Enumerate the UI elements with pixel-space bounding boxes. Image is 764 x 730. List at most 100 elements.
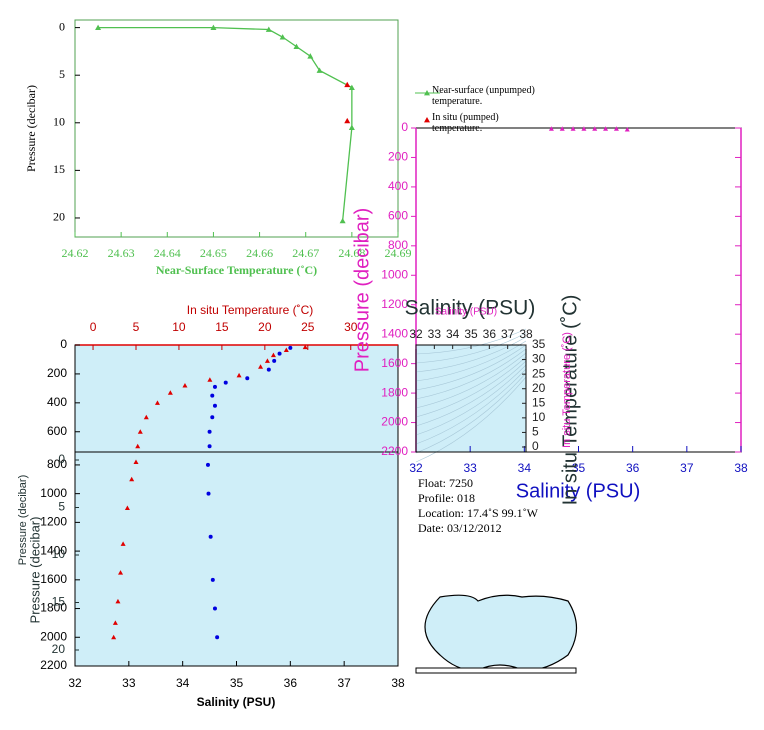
data-point [603,126,609,131]
axis-label: Pressure (decibar) [27,517,42,624]
y-tick-label: 1800 [381,385,408,399]
y-tick-label: 800 [47,457,67,471]
contour [415,328,527,355]
data-point [212,384,217,389]
axis-label: Pressure (decibar) [351,208,373,373]
y-tick-label: 1600 [40,572,67,586]
data-point [307,53,314,59]
y-tick-label: 5 [59,67,65,81]
y-tick-label: 2200 [40,658,67,672]
data-point [115,598,121,604]
data-point [270,352,276,358]
x-tick-label: 35 [230,676,244,690]
data-point [210,415,215,420]
axis-label: In situ Temperature (˚C) [561,332,573,448]
contour [415,356,527,418]
y-tick-label: 400 [47,395,67,409]
y-tick-label: 20 [53,210,65,224]
data-point [266,367,271,372]
contour [415,348,527,400]
legend-entry: In situ (pumped) temperature. [432,112,499,134]
data-point [111,634,117,640]
legend-marker [424,90,430,96]
y-tick-label: 5 [532,425,539,439]
data-point [344,81,351,88]
x-tick-label: 20 [258,320,272,334]
float-info: Float: 7250 Profile: 018 Location: 17.4˚… [418,476,539,535]
contour [415,344,527,391]
data-point [570,126,576,131]
data-point [624,126,630,132]
x-tick-label: 15 [215,320,229,334]
data-point [277,351,282,356]
x-tick-label: 5 [133,320,140,334]
data-point [129,476,135,482]
y-tick-label: 2200 [381,444,408,458]
x-tick-label: 36 [483,327,497,341]
y-tick-label: 0 [58,452,65,466]
data-point [283,347,289,353]
y-tick-label: 0 [532,439,539,453]
y-tick-label: 0 [59,19,65,33]
x-tick-label: 35 [464,327,478,341]
x-tick-label: 38 [391,676,405,690]
data-point [182,382,188,388]
x-tick-label: 32 [409,461,423,475]
x-tick-label: 37 [680,461,694,475]
data-point [124,505,130,511]
x-tick-label: 36 [284,676,298,690]
y-tick-label: 800 [388,238,408,252]
y-tick-label: 0 [401,120,408,134]
y-tick-label: 600 [388,209,408,223]
y-tick-label: 1000 [381,267,408,281]
info-line: Location: 17.4˚S 99.1˚W [418,506,539,520]
y-tick-label: 25 [532,366,546,380]
x-tick-label: 24.63 [108,246,135,260]
contour [415,372,527,454]
axis-label: In situ Temperature (˚C) [559,295,581,506]
legend: Near-surface (unpumped) temperature. In … [432,85,535,134]
data-point [279,34,286,40]
legend-entry: Near-surface (unpumped) temperature. [432,85,535,107]
x-axis-label: Near-Surface Temperature (˚C) [156,263,317,277]
data-point [592,126,598,131]
data-point [210,577,215,582]
contour [415,376,527,463]
data-point [118,570,124,575]
contour [415,352,527,409]
axis-label: Pressure (decibar) [17,475,29,565]
x-axis-label: Salinity (PSU) [197,695,276,709]
data-point [265,26,272,32]
x-tick-label: 35 [572,461,586,475]
y-tick-label: 10 [53,115,65,129]
data-point [206,491,211,496]
data-point [559,126,565,131]
data-point [143,414,149,420]
y-tick-label: 1200 [381,297,408,311]
x-tick-label: 24.68 [338,246,365,260]
info-line: Float: 7250 [418,476,473,490]
data-point [208,534,213,539]
x-tick-label: 36 [626,461,640,475]
data-point [339,217,346,224]
data-point [207,444,212,449]
data-point [205,462,210,467]
axis-label: Pressure (decibar) [24,85,38,172]
y-tick-label: 10 [52,547,66,561]
data-point [293,43,300,50]
contour [415,360,527,427]
legend-marker [424,117,430,123]
data-point [316,67,323,73]
data-point [344,117,351,124]
y-tick-label: 1400 [40,543,67,557]
y-tick-label: 1800 [40,601,67,615]
contour [415,332,527,364]
data-point [581,126,587,131]
y-tick-label: 35 [532,337,546,351]
x-tick-label: 24.65 [200,246,227,260]
inset-title: Salinity (PSU) [405,297,536,320]
contour [415,364,527,436]
data-point [302,344,308,350]
data-point [212,403,217,408]
